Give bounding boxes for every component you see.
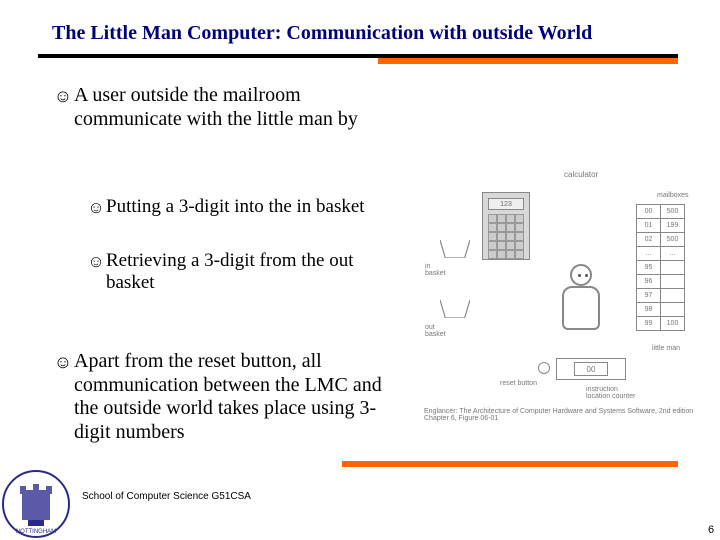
calculator-keypad: [488, 214, 524, 259]
figure-label-caption: Englancer: The Architecture of Computer …: [424, 408, 693, 423]
figure-label-calculator: calculator: [564, 171, 598, 179]
slide-number: 6: [708, 524, 714, 536]
figure-label-mailboxes: mailboxes: [657, 192, 689, 199]
figure-label-in_basket: in basket: [425, 263, 446, 278]
svg-text:NOTTINGHAM: NOTTINGHAM: [16, 529, 56, 535]
slide: The Little Man Computer: Communication w…: [0, 0, 720, 540]
figure-label-reset_button: reset button: [500, 380, 537, 387]
footer-text: School of Computer Science G51CSA: [82, 491, 251, 502]
figure-label-instr_counter: instruction location counter: [586, 386, 635, 401]
littleman-head: [570, 264, 592, 286]
reset-button-icon: [538, 362, 550, 374]
university-logo-icon: NOTTINGHAM: [2, 470, 70, 538]
figure-label-out_basket: out basket: [425, 324, 446, 339]
in-basket-icon: [440, 240, 470, 258]
accent-bar-bottom: [342, 461, 678, 467]
calculator-display: 123: [488, 198, 524, 210]
instruction-counter-value: 00: [574, 362, 608, 376]
lmc-diagram: 123 005000119902500......9596979899100 0…: [0, 0, 720, 540]
mailboxes-table: 005000119902500......9596979899100: [636, 204, 685, 331]
littleman-body: [562, 286, 600, 330]
eye-icon: [578, 274, 581, 277]
eye-icon: [585, 274, 588, 277]
out-basket-icon: [440, 300, 470, 318]
figure-label-little_man: little man: [652, 345, 680, 352]
